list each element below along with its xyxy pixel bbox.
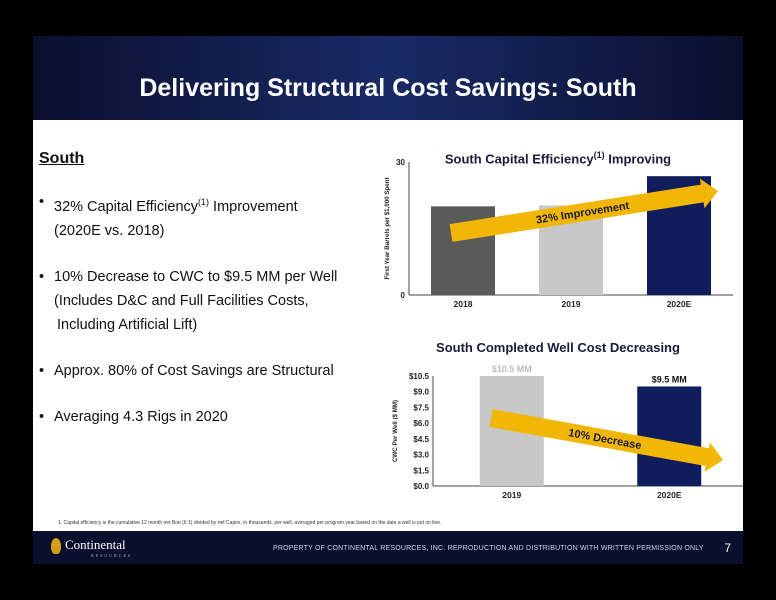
footnote-ref: (1) [593, 150, 605, 160]
y-tick-label: 0 [401, 291, 406, 300]
arrow-shape [449, 178, 718, 242]
chart-title: South Capital Efficiency(1) Improving [444, 150, 672, 167]
y-tick-label: $1.5 [413, 466, 429, 475]
page-title: Delivering Structural Cost Savings: Sout… [139, 74, 637, 102]
slide: Delivering Structural Cost Savings: Sout… [33, 36, 743, 564]
bullet-dot-icon: • [39, 362, 45, 379]
chart-title: South Completed Well Cost Decreasing [436, 340, 680, 355]
y-tick-label: $6.0 [413, 419, 429, 428]
header-banner: Delivering Structural Cost Savings: Sout… [33, 36, 743, 120]
bullet-dot-icon: • [39, 408, 45, 425]
x-tick-label: 2020E [657, 490, 682, 500]
copyright-notice: PROPERTY OF CONTINENTAL RESOURCES, INC. … [273, 545, 704, 552]
flame-icon [51, 538, 61, 555]
x-tick-label: 2019 [562, 299, 581, 309]
bullet-rigs: • Averaging 4.3 Rigs in 2020 [39, 405, 379, 429]
y-tick-label: $10.5 [409, 372, 430, 381]
bullet-text: 32% Capital Efficiency [54, 198, 199, 215]
footer: Continental RESOURCES PROPERTY OF CONTIN… [33, 531, 743, 564]
data-label: $10.5 MM [492, 364, 532, 374]
bullet-cwc-decrease: • 10% Decrease to CWC to $9.5 MM per Wel… [39, 265, 379, 337]
bullet-text: (Includes D&C and Full Facilities Costs, [54, 292, 309, 309]
bullet-dot-icon: • [39, 268, 45, 285]
bullet-structural: • Approx. 80% of Cost Savings are Struct… [39, 359, 379, 383]
data-label: $9.5 MM [652, 374, 687, 384]
page-number: 7 [724, 541, 731, 555]
well-cost-svg: $0.0 $1.5 $3.0 $4.5 $6.0 $7.5 $9.0 $10.5 CWC Per… [392, 364, 743, 500]
bullet-text: Including Artificial Lift) [57, 316, 198, 333]
footnote-ref: (1) [198, 197, 210, 207]
bullet-text: Averaging 4.3 Rigs in 2020 [54, 408, 228, 425]
x-tick-label: 2018 [454, 299, 473, 309]
y-tick-label: $7.5 [413, 403, 429, 412]
y-tick-label: 30 [396, 158, 405, 167]
y-tick-label: $0.0 [413, 482, 429, 491]
y-axis-label: First Year Barrels per $1,000 Spent [384, 177, 391, 279]
section-title: South [39, 150, 85, 167]
bullet-capital-efficiency: • 32% Capital Efficiency(1) Improvement … [39, 190, 379, 243]
bullet-text: Improvement [209, 198, 298, 215]
y-tick-label: $9.0 [413, 388, 429, 397]
footnote: 1. Capital efficiency is the cumulative … [58, 520, 442, 526]
bullet-text: 10% Decrease to CWC to $9.5 MM per Well [54, 268, 338, 285]
y-tick-label: $3.0 [413, 451, 429, 460]
x-tick-label: 2020E [667, 299, 692, 309]
well-cost-chart: South Completed Well Cost Decreasing $0.… [373, 336, 743, 521]
bullet-text: Approx. 80% of Cost Savings are Structur… [54, 362, 334, 379]
y-tick-label: $4.5 [413, 435, 429, 444]
capital-efficiency-svg: 0 30 First Year Barrels per $1,000 Spent 20… [384, 158, 733, 309]
arrow-shape [489, 409, 723, 472]
bullet-text: (2020E vs. 2018) [54, 222, 165, 239]
company-logo: Continental RESOURCES [51, 537, 130, 558]
capital-efficiency-chart: South Capital Efficiency(1) Improving 0 3… [373, 144, 743, 324]
bullet-dot-icon: • [39, 194, 45, 210]
text-panel: South • 32% Capital Efficiency(1) Improv… [39, 150, 379, 451]
y-axis-label: CWC Per Well ($ MM) [392, 400, 399, 462]
x-tick-label: 2019 [502, 490, 521, 500]
bar-2020E [637, 386, 702, 486]
